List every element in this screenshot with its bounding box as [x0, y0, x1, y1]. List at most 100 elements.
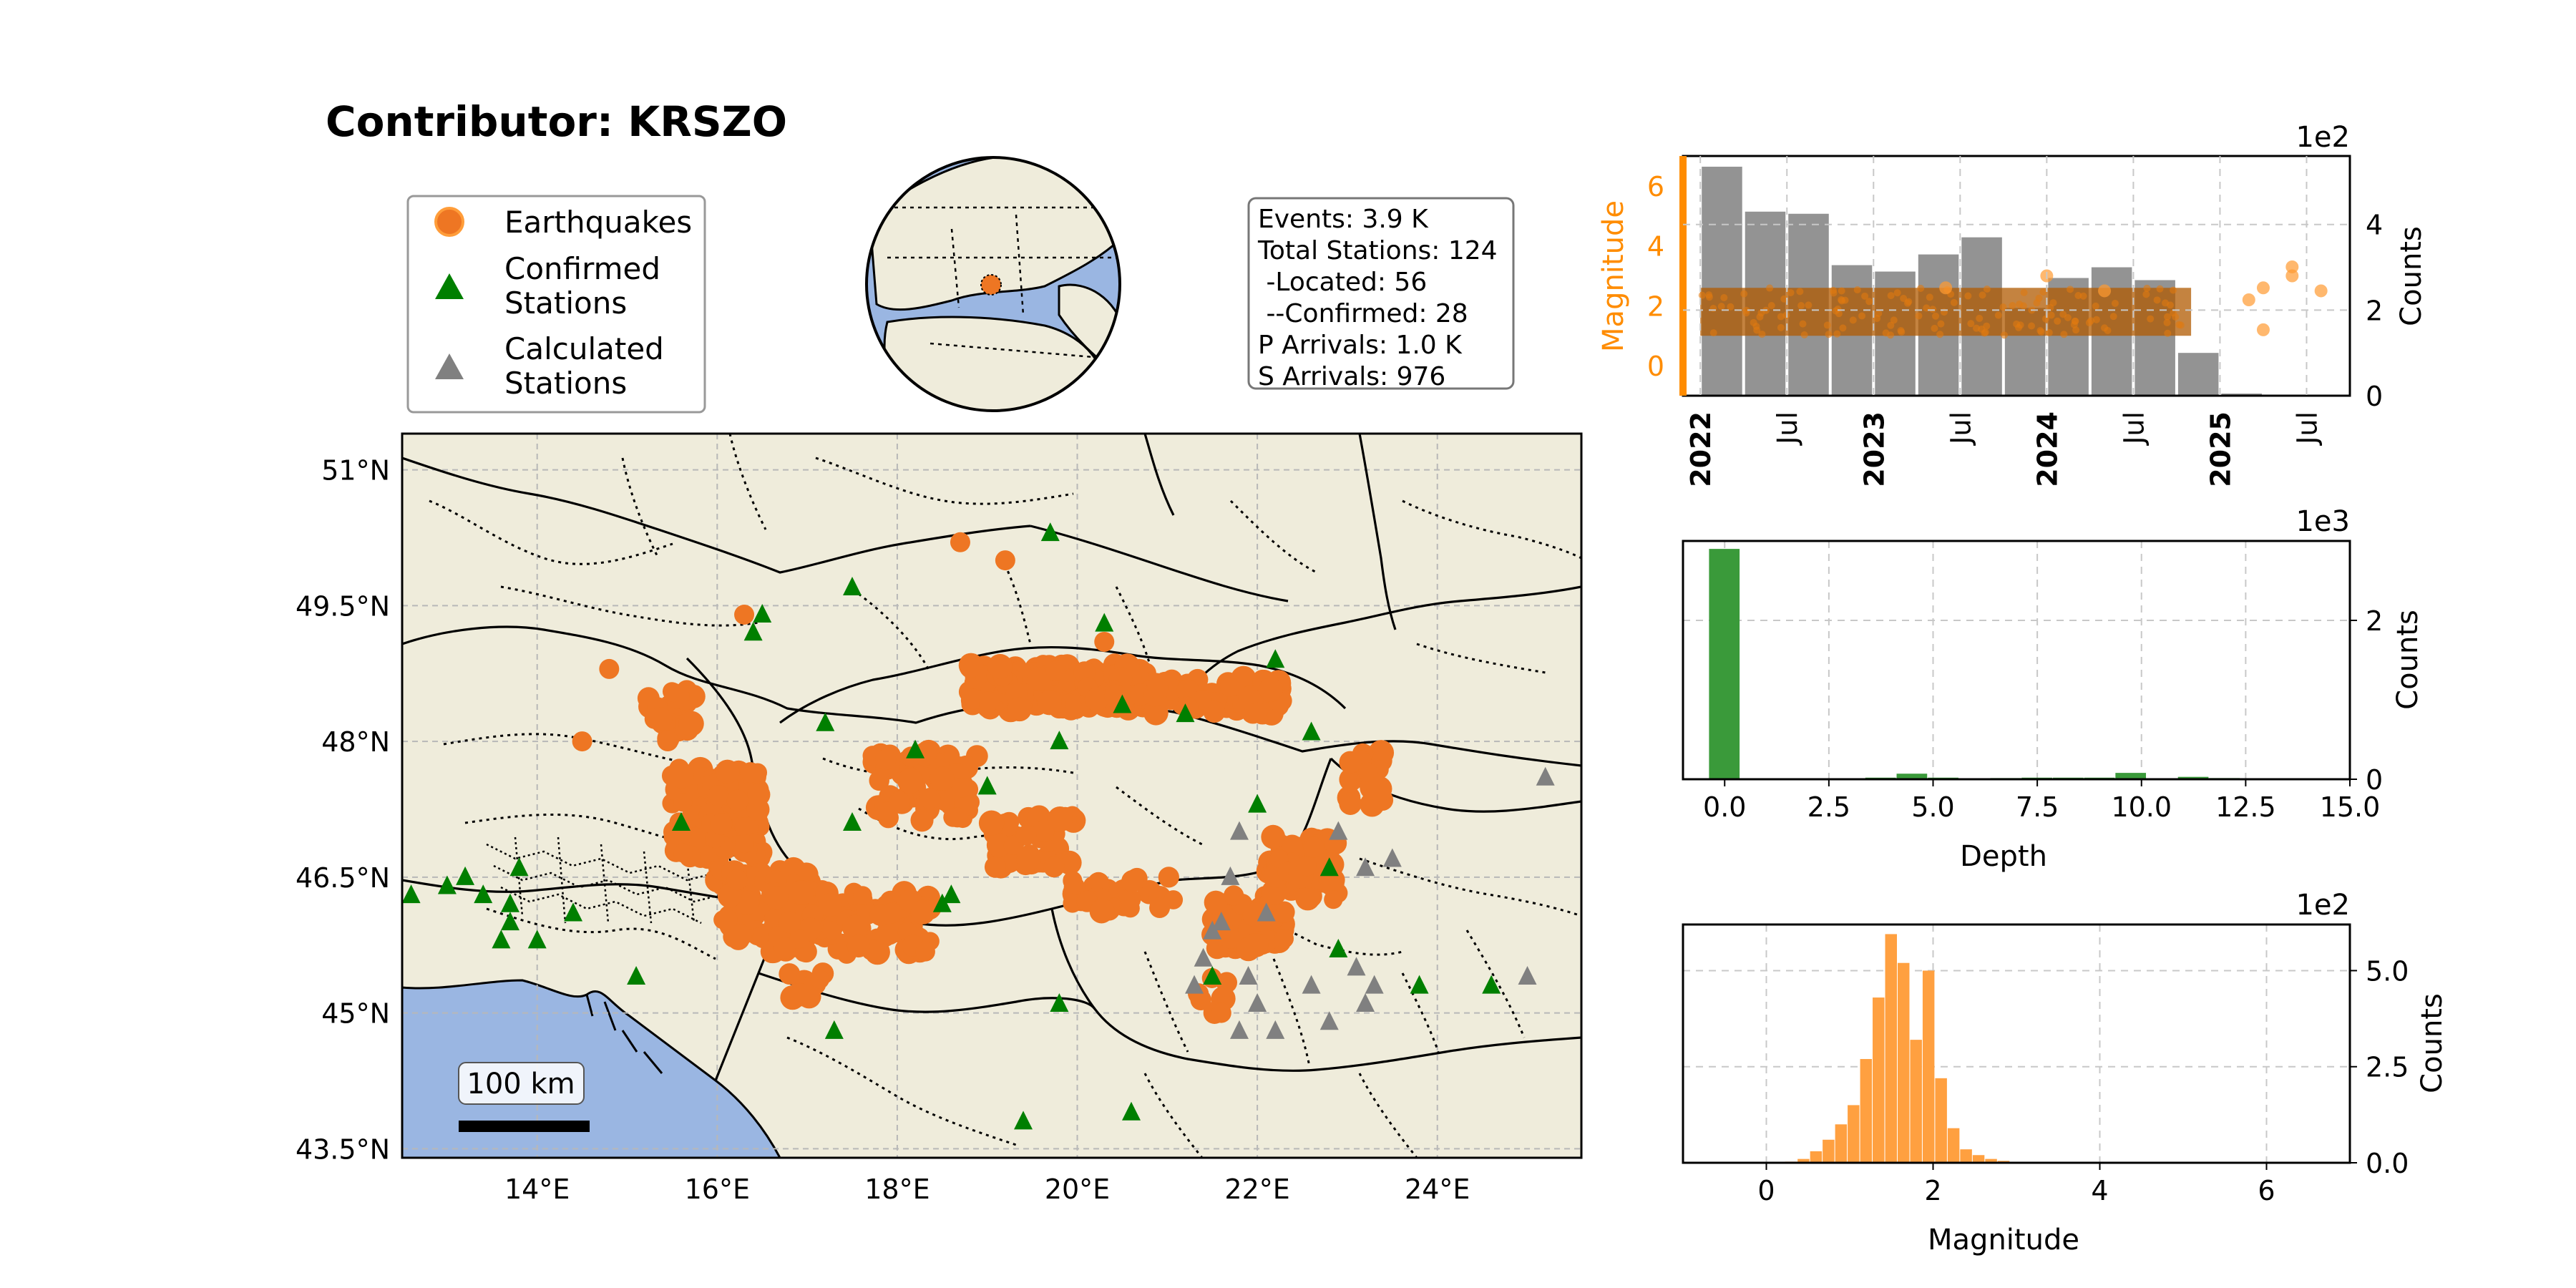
earthquake-marker — [1147, 677, 1169, 698]
earthquake-marker — [1295, 885, 1320, 911]
confirmed-station-marker — [474, 884, 493, 904]
earthquake-marker — [1027, 667, 1051, 691]
calculated-station-marker — [1239, 966, 1258, 985]
timeseries-right-tick: 0 — [2366, 381, 2383, 412]
earthquake-marker — [726, 789, 748, 811]
histogram-x-tick: 2 — [1924, 1175, 1941, 1206]
earthquake-marker — [1303, 836, 1324, 858]
histogram-x-tick: 12.5 — [2215, 791, 2276, 823]
earthquake-marker — [1244, 933, 1269, 957]
magnitude-point — [2098, 284, 2112, 298]
histogram-x-tick: 15.0 — [2320, 791, 2381, 823]
magnitude-histogram-bar — [1835, 1124, 1848, 1163]
earthquake-marker — [910, 899, 935, 924]
earthquake-marker — [987, 653, 1013, 679]
confirmed-station-marker — [743, 622, 763, 641]
confirmed-station-marker — [1302, 721, 1321, 741]
confirmed-station-marker — [500, 893, 519, 912]
earthquake-marker — [842, 914, 868, 941]
map-lat-tick: 49.5°N — [296, 590, 390, 622]
confirmed-station-marker — [753, 604, 772, 623]
earthquake-marker — [915, 942, 935, 962]
calculated-station-marker — [1365, 975, 1384, 994]
confirmed-station-marker — [906, 739, 925, 758]
earthquake-marker — [818, 893, 842, 917]
earthquake-marker — [734, 605, 755, 625]
earthquake-marker — [779, 911, 801, 934]
earthquake-marker — [897, 768, 923, 794]
confirmed-station-marker — [564, 902, 583, 922]
earthquake-marker — [707, 785, 729, 806]
histogram-y-tick: 2 — [2366, 605, 2383, 637]
earthquake-marker — [1033, 820, 1055, 842]
timeseries-left-tick: 4 — [1647, 231, 1664, 263]
earthquake-marker — [1339, 768, 1363, 791]
timeseries-x-tick: 2022 — [1685, 411, 1717, 487]
earthquake-marker — [847, 935, 870, 958]
confirmed-station-marker — [1050, 992, 1069, 1012]
depth-histogram: 0.0 2.5 5.0 7.5 10.0 12.5 15.002 Depth Counts … — [1682, 505, 2424, 873]
earthquake-marker — [728, 924, 752, 947]
confirmed-station-marker — [500, 912, 519, 931]
magnitude-histogram-bar — [1797, 1158, 1810, 1163]
earthquake-marker — [1063, 877, 1085, 898]
map-lon-tick: 14°E — [504, 1174, 570, 1205]
legend-calculated-line2: Stations — [504, 366, 627, 401]
timeseries-left-ylabel: Magnitude — [1597, 200, 1630, 352]
magnitude-histogram-bar — [1960, 1149, 1972, 1163]
earthquake-marker — [1339, 792, 1362, 815]
earthquake-marker — [1282, 834, 1303, 856]
earthquake-marker — [919, 787, 941, 809]
timeseries-chart: 2022 Jul 2023 Jul 2024 Jul 2025 Jul 0 2 4 0 2 4 6 Magn… — [1597, 121, 2428, 487]
magnitude-histogram-bar — [1910, 1040, 1922, 1163]
earthquake-marker — [1247, 702, 1268, 723]
calculated-station-marker — [1194, 947, 1213, 967]
map-legend: Earthquakes Confirmed Stations Calculate… — [406, 195, 706, 414]
confirmed-station-marker — [1248, 794, 1267, 813]
confirmed-station-marker — [824, 1020, 844, 1039]
earthquake-marker — [747, 783, 771, 806]
calculated-station-marker — [1257, 902, 1276, 922]
magnitude-histogram-bar — [1972, 1155, 1985, 1163]
confirmed-station-marker — [1040, 522, 1060, 542]
earthquake-marker — [1007, 697, 1032, 722]
confirmed-station-marker — [1014, 1111, 1033, 1130]
calculated-station-marker — [1356, 857, 1375, 877]
adriatic-sea — [402, 979, 781, 1158]
info-total-stations: Total Stations: 124 — [1257, 236, 1498, 265]
earthquake-marker — [1296, 856, 1317, 877]
confirmed-station-marker — [509, 857, 529, 877]
map-lon-tick: 16°E — [685, 1174, 750, 1205]
earthquake-marker — [1047, 806, 1073, 832]
histogram-x-tick: 2.5 — [1807, 791, 1850, 823]
earthquake-marker — [1121, 869, 1144, 893]
confirmed-station-marker — [1203, 966, 1222, 985]
timeseries-count-bar — [2177, 353, 2219, 396]
earthquake-marker — [964, 688, 985, 710]
confirmed-station-marker — [456, 866, 475, 885]
confirmed-station-marker — [843, 811, 862, 831]
earthquake-marker — [1324, 889, 1343, 909]
magnitude-histogram-bar — [1860, 1058, 1873, 1163]
earthquake-marker — [881, 902, 902, 924]
magnitude-histogram-bar — [1823, 1139, 1835, 1163]
depth-histogram-bar — [2115, 773, 2147, 779]
earthquake-marker — [1016, 847, 1041, 872]
confirmed-station-marker — [1176, 703, 1195, 723]
earthquake-marker — [740, 762, 761, 783]
confirmed-station-marker — [1050, 731, 1069, 750]
map-lat-tick: 51°N — [321, 455, 390, 487]
calculated-station-marker — [1347, 957, 1366, 976]
earthquake-marker — [779, 963, 801, 985]
magnitude-histogram: 0 2 4 6 0.0 2.5 5.0 Magnitude Counts 1e2 — [1682, 889, 2449, 1257]
map-lat-tick: 46.5°N — [296, 862, 390, 894]
map-lon-tick: 20°E — [1045, 1174, 1110, 1205]
timeseries-x-tick: Jul — [1772, 411, 1803, 446]
info-s-arrivals: S Arrivals: 976 — [1258, 362, 1445, 391]
calculated-station-marker — [1185, 975, 1204, 994]
station-markers — [402, 522, 1555, 1130]
map-lat-tick: 43.5°N — [296, 1133, 390, 1165]
earthquake-marker — [958, 653, 984, 678]
magnitude-histogram-bar — [1873, 997, 1885, 1163]
